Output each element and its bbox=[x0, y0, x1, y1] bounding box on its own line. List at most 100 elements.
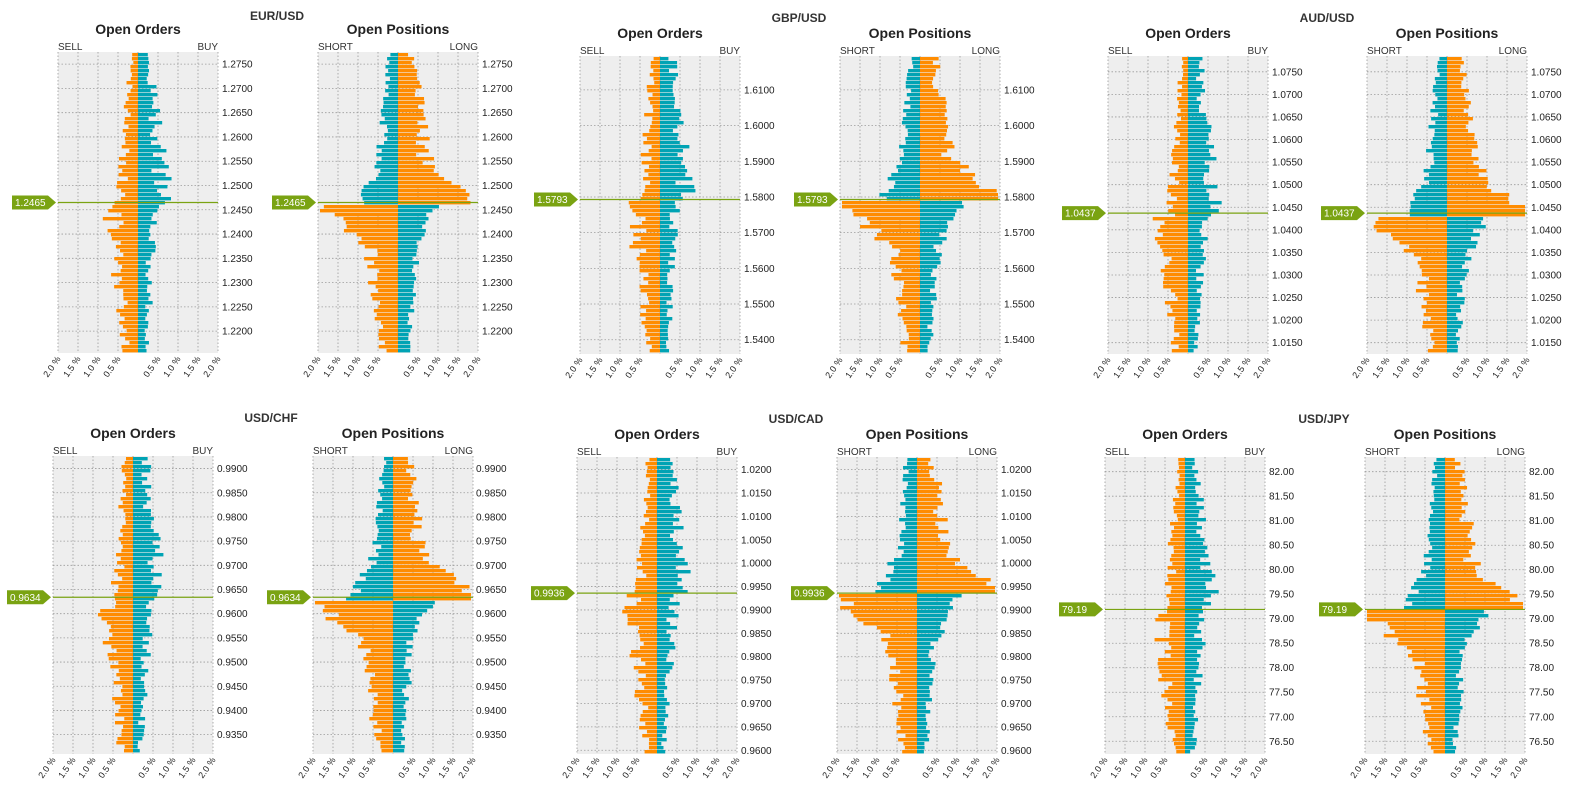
bar-left bbox=[653, 77, 660, 81]
bar-right bbox=[133, 637, 143, 641]
bar-left bbox=[646, 574, 657, 578]
bar-right bbox=[398, 277, 417, 281]
pair-label: USD/CHF bbox=[244, 411, 297, 425]
bar-left bbox=[1431, 337, 1447, 341]
bar-left bbox=[121, 465, 133, 469]
bar-left bbox=[1177, 113, 1188, 117]
bar-left bbox=[115, 713, 133, 717]
bar-right bbox=[398, 269, 413, 273]
y-tick-label: 1.5900 bbox=[1004, 157, 1035, 168]
bar-left bbox=[907, 458, 917, 462]
bar-left bbox=[1432, 478, 1445, 482]
bar-right bbox=[138, 285, 148, 289]
bar-right bbox=[398, 57, 415, 61]
bar-left bbox=[118, 585, 133, 589]
y-tick-label: 0.9850 bbox=[1001, 629, 1032, 640]
bar-left bbox=[373, 725, 393, 729]
bar-left bbox=[384, 341, 398, 345]
bar-left bbox=[1178, 478, 1185, 482]
bar-left bbox=[905, 125, 920, 129]
bar-left bbox=[1430, 333, 1447, 337]
bar-right bbox=[1185, 706, 1193, 710]
bar-right bbox=[398, 61, 412, 65]
bar-right bbox=[660, 129, 673, 133]
y-tick-label: 1.2200 bbox=[222, 327, 253, 338]
y-tick-label: 78.00 bbox=[1529, 663, 1554, 674]
bar-right bbox=[133, 661, 144, 665]
bar-right bbox=[393, 749, 405, 753]
x-tick-label: 1.5 % bbox=[703, 355, 724, 380]
bar-left bbox=[900, 249, 920, 253]
bar-left bbox=[907, 129, 920, 133]
bar-left bbox=[1433, 157, 1447, 161]
bar-right bbox=[1445, 494, 1464, 498]
bar-left bbox=[649, 738, 657, 742]
bar-right bbox=[660, 93, 674, 97]
bar-left bbox=[1435, 81, 1447, 85]
x-tick-label: 2.0 % bbox=[456, 755, 477, 780]
bar-right bbox=[657, 522, 673, 526]
y-tick-label: 1.0150 bbox=[1531, 338, 1562, 349]
bar-left bbox=[114, 569, 133, 573]
bar-left bbox=[639, 285, 660, 289]
bar-right bbox=[657, 514, 674, 518]
bar-left bbox=[640, 526, 657, 530]
y-tick-label: 0.9900 bbox=[1001, 605, 1032, 616]
bar-right bbox=[657, 594, 674, 598]
bar-left bbox=[648, 297, 660, 301]
bar-right bbox=[138, 217, 152, 221]
bar-left bbox=[118, 165, 138, 169]
bar-right bbox=[1445, 554, 1471, 558]
bar-left bbox=[896, 690, 917, 694]
bar-right bbox=[917, 666, 935, 670]
bar-left bbox=[640, 153, 660, 157]
y-tick-label: 1.0200 bbox=[1531, 316, 1562, 327]
bar-right bbox=[393, 485, 412, 489]
bar-left bbox=[647, 490, 657, 494]
x-tick-label: 2.0 % bbox=[41, 354, 62, 379]
bar-left bbox=[125, 457, 133, 461]
bar-right bbox=[1188, 149, 1209, 153]
bar-right bbox=[1445, 566, 1476, 570]
bar-right bbox=[660, 97, 675, 101]
x-tick-label: 0.5 % bbox=[923, 355, 944, 380]
bar-left bbox=[627, 618, 657, 622]
bar-left bbox=[363, 185, 398, 189]
bar-left bbox=[1414, 666, 1445, 670]
bar-right bbox=[920, 109, 947, 113]
y-tick-label: 1.2600 bbox=[482, 132, 513, 143]
bar-right bbox=[133, 749, 140, 753]
bar-right bbox=[393, 549, 420, 553]
bar-left bbox=[905, 81, 920, 85]
price-tag-shape bbox=[1319, 602, 1363, 617]
bar-left bbox=[899, 157, 920, 161]
bar-left bbox=[118, 537, 133, 541]
bar-left bbox=[108, 209, 138, 213]
x-tick-label: 0.5 % bbox=[880, 755, 901, 780]
bar-right bbox=[393, 693, 405, 697]
bar-right bbox=[393, 745, 405, 749]
bar-right bbox=[133, 617, 148, 621]
y-tick-label: 1.0150 bbox=[1272, 338, 1303, 349]
bar-right bbox=[1188, 197, 1209, 201]
bar-right bbox=[1185, 534, 1201, 538]
bar-left bbox=[907, 345, 920, 349]
bar-left bbox=[643, 177, 660, 181]
bar-right bbox=[657, 618, 667, 622]
bar-right bbox=[1445, 702, 1460, 706]
bar-left bbox=[1165, 722, 1185, 726]
bar-right bbox=[660, 313, 667, 317]
bar-left bbox=[893, 185, 920, 189]
bar-left bbox=[121, 549, 133, 553]
bar-right bbox=[917, 518, 948, 522]
bar-right bbox=[133, 589, 158, 593]
bar-right bbox=[393, 677, 410, 681]
x-tick-label: 2.0 % bbox=[1088, 755, 1109, 780]
bar-right bbox=[920, 157, 952, 161]
bar-right bbox=[398, 237, 422, 241]
bar-right bbox=[393, 617, 417, 621]
bar-left bbox=[350, 593, 393, 597]
bar-right bbox=[1185, 458, 1195, 462]
bar-right bbox=[1447, 97, 1466, 101]
